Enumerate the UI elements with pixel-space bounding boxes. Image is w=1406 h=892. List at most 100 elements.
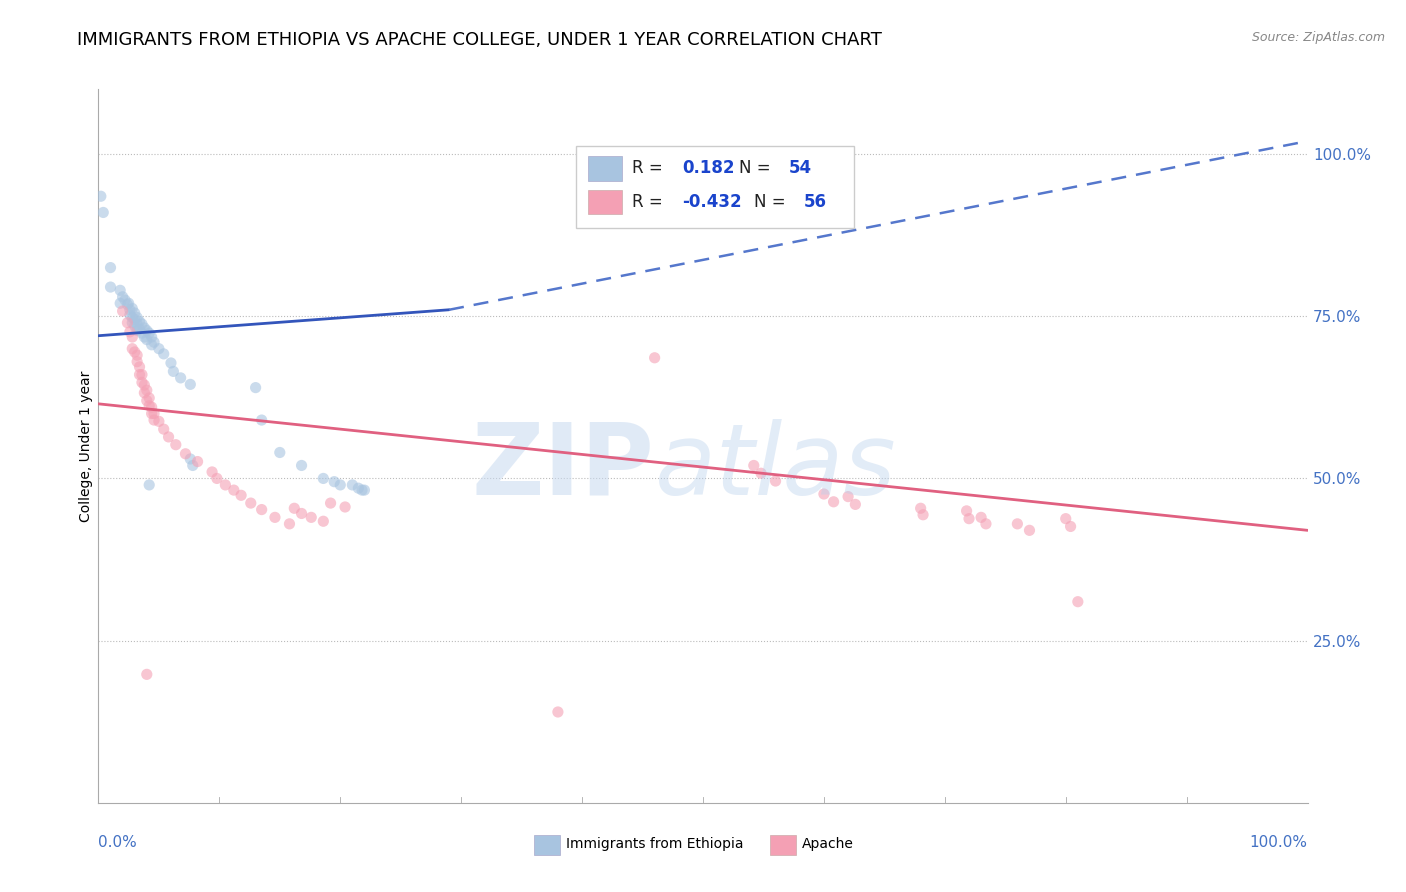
Text: atlas: atlas xyxy=(655,419,896,516)
Text: ZIP: ZIP xyxy=(472,419,655,516)
Point xyxy=(134,330,156,344)
Point xyxy=(117,316,139,330)
Point xyxy=(165,438,187,452)
Point xyxy=(299,510,322,524)
Point xyxy=(264,510,287,524)
Point xyxy=(118,302,141,317)
FancyBboxPatch shape xyxy=(576,146,855,228)
Point xyxy=(162,364,184,378)
Point xyxy=(141,330,163,344)
FancyBboxPatch shape xyxy=(588,156,621,180)
Point xyxy=(283,501,305,516)
Text: 54: 54 xyxy=(789,160,813,178)
Text: 0.182: 0.182 xyxy=(682,160,735,178)
Point xyxy=(823,495,845,509)
Point xyxy=(910,501,932,516)
Point xyxy=(131,368,153,382)
Point xyxy=(128,314,150,328)
Point xyxy=(117,297,139,311)
Point xyxy=(100,280,122,294)
Point xyxy=(974,516,997,531)
Point xyxy=(121,310,143,325)
Point xyxy=(118,325,141,339)
Point xyxy=(128,368,150,382)
Text: Immigrants from Ethiopia: Immigrants from Ethiopia xyxy=(567,838,744,851)
Point xyxy=(957,511,980,525)
Point xyxy=(1059,519,1081,533)
Point xyxy=(290,458,312,473)
Point xyxy=(124,306,146,320)
Point xyxy=(169,371,191,385)
Point xyxy=(187,454,209,468)
Point xyxy=(108,296,131,310)
Point xyxy=(644,351,666,365)
Point xyxy=(91,205,114,219)
Point xyxy=(1067,595,1090,609)
Point xyxy=(111,290,134,304)
Point xyxy=(174,447,197,461)
Point xyxy=(128,359,150,374)
Point xyxy=(135,383,157,397)
Point xyxy=(290,507,312,521)
Point xyxy=(131,326,153,340)
Point xyxy=(134,378,156,392)
Point xyxy=(152,422,174,436)
Point xyxy=(201,465,224,479)
Point xyxy=(1054,511,1077,525)
Point xyxy=(127,317,149,331)
Text: 100.0%: 100.0% xyxy=(1250,835,1308,850)
Text: Apache: Apache xyxy=(803,838,853,851)
Point xyxy=(152,347,174,361)
Point xyxy=(245,381,267,395)
Point xyxy=(118,296,141,310)
Point xyxy=(121,316,143,330)
Point xyxy=(111,304,134,318)
Point xyxy=(229,488,252,502)
Text: IMMIGRANTS FROM ETHIOPIA VS APACHE COLLEGE, UNDER 1 YEAR CORRELATION CHART: IMMIGRANTS FROM ETHIOPIA VS APACHE COLLE… xyxy=(77,31,882,49)
Point xyxy=(127,324,149,338)
Point xyxy=(148,414,170,428)
Point xyxy=(179,452,201,467)
Point xyxy=(138,399,160,413)
Text: -0.432: -0.432 xyxy=(682,193,742,211)
Point xyxy=(222,483,245,497)
Point xyxy=(353,483,375,497)
Point xyxy=(205,471,228,485)
Point xyxy=(143,407,166,421)
FancyBboxPatch shape xyxy=(588,190,621,214)
Point xyxy=(312,514,335,528)
Point xyxy=(239,496,262,510)
Point xyxy=(214,478,236,492)
Point xyxy=(114,293,136,307)
Point xyxy=(837,490,859,504)
Text: N =: N = xyxy=(754,193,790,211)
Point xyxy=(121,342,143,356)
Point xyxy=(131,376,153,390)
Point xyxy=(128,322,150,336)
Point xyxy=(347,481,370,495)
Y-axis label: College, Under 1 year: College, Under 1 year xyxy=(79,370,93,522)
Text: 56: 56 xyxy=(803,193,827,211)
Point xyxy=(269,445,291,459)
Point xyxy=(157,430,180,444)
Point xyxy=(124,318,146,333)
Point xyxy=(749,467,772,481)
Point xyxy=(135,667,157,681)
Text: Source: ZipAtlas.com: Source: ZipAtlas.com xyxy=(1251,31,1385,45)
Point xyxy=(813,487,835,501)
Point xyxy=(278,516,301,531)
Point xyxy=(135,324,157,338)
Point xyxy=(143,335,166,350)
Point xyxy=(131,317,153,331)
Point xyxy=(141,407,163,421)
Point xyxy=(323,475,346,489)
Point xyxy=(250,502,273,516)
Point xyxy=(955,504,977,518)
Point xyxy=(138,478,160,492)
Point xyxy=(312,471,335,485)
Point xyxy=(141,400,163,414)
Point xyxy=(127,310,149,325)
Point xyxy=(138,326,160,340)
Point xyxy=(135,393,157,408)
Text: R =: R = xyxy=(631,160,668,178)
